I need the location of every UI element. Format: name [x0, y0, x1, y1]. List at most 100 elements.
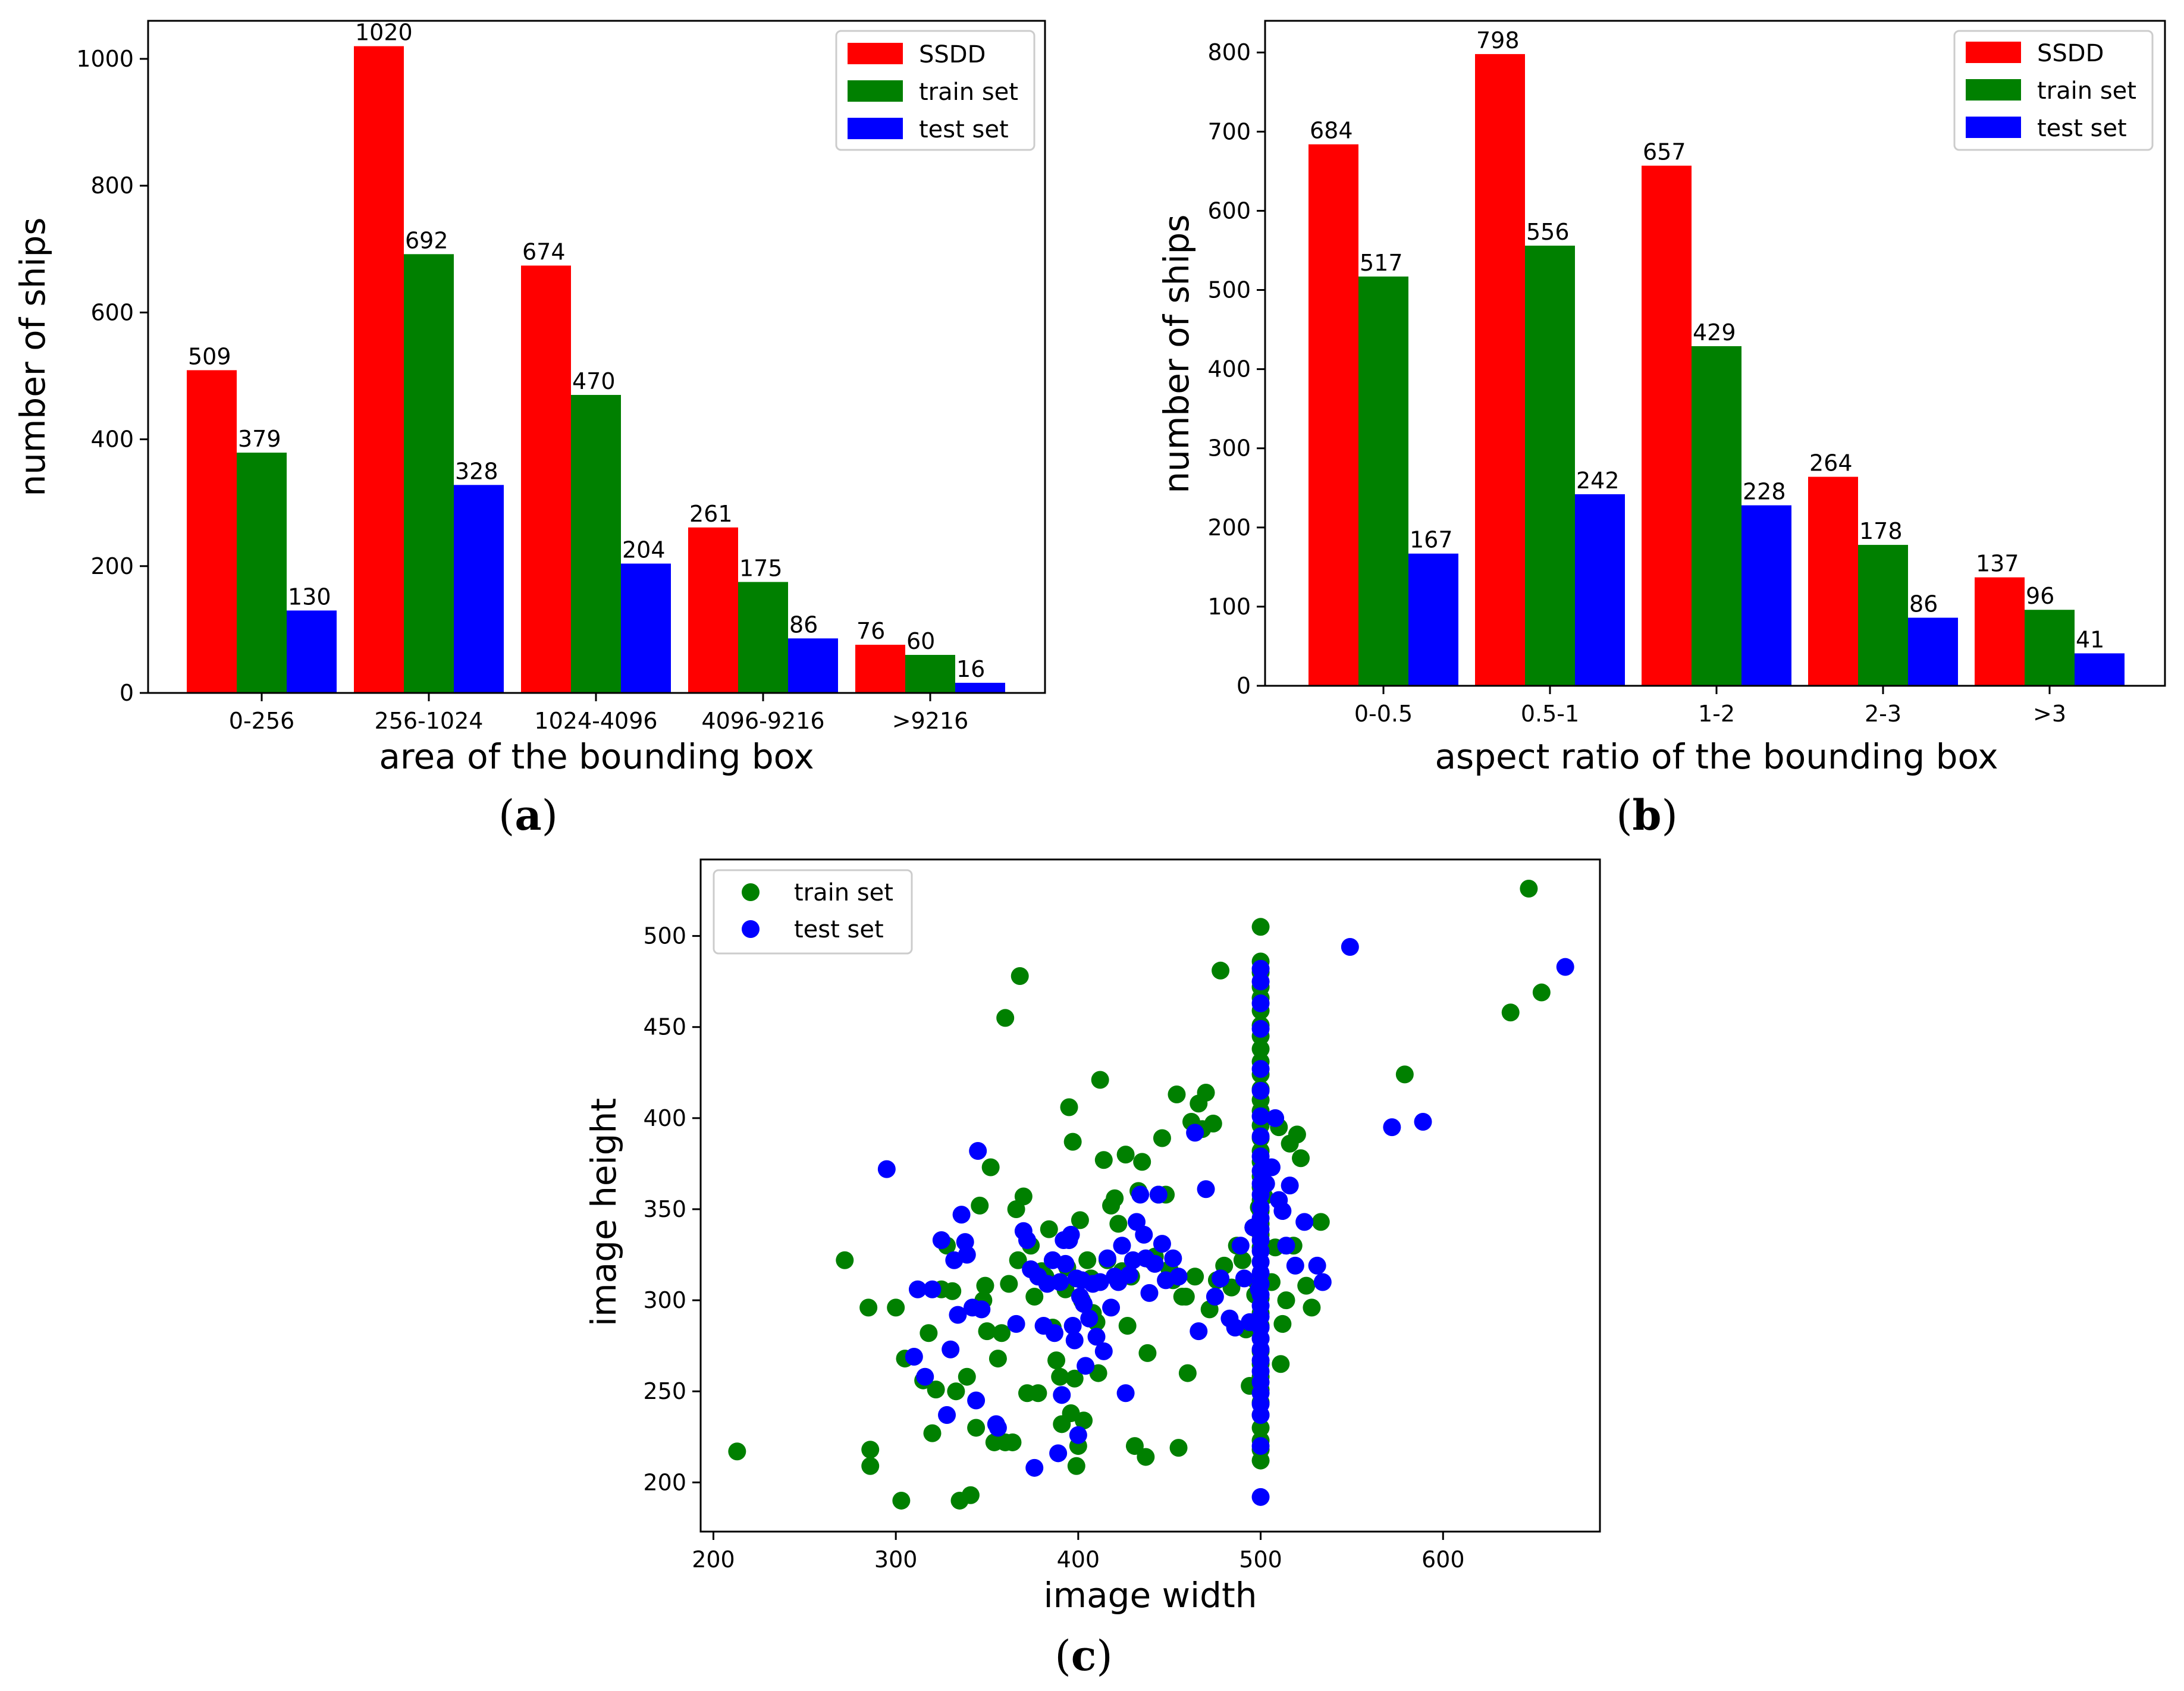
scatter-point-train-set — [1520, 879, 1538, 898]
scatter-point-train-set — [1011, 967, 1029, 985]
scatter-point-test-set — [1273, 1202, 1292, 1221]
bar-value-label: 657 — [1643, 139, 1686, 165]
scatter-point-train-set — [1168, 1085, 1186, 1104]
bar-value-label: 328 — [455, 458, 498, 484]
scatter-point-test-set — [905, 1348, 923, 1366]
plot-frame — [699, 858, 1601, 1533]
scatter-point-train-set — [927, 1381, 945, 1399]
scatter-point-test-set — [952, 1206, 971, 1224]
scatter-point-train-set — [1288, 1125, 1306, 1144]
scatter-point-test-set — [1286, 1256, 1304, 1275]
legend: train set test set — [713, 869, 913, 955]
scatter-point-test-set — [908, 1280, 927, 1298]
scatter-point-test-set — [1251, 1127, 1270, 1146]
y-tick-label: 400 — [643, 1105, 686, 1131]
scatter-point-test-set — [1065, 1331, 1084, 1350]
scatter-point-test-set — [1116, 1384, 1135, 1403]
scatter-point-test-set — [1251, 1162, 1270, 1180]
scatter-point-test-set — [1075, 1295, 1093, 1313]
scatter-point-train-set — [1501, 1003, 1520, 1022]
plot-frame — [1264, 20, 2166, 687]
legend-label-train-set: train set — [919, 79, 1018, 106]
scatter-point-test-set — [932, 1231, 950, 1250]
bar-series-group — [187, 46, 1005, 694]
scatter-point-train-set — [1091, 1071, 1109, 1089]
scatter-point-train-set — [1532, 983, 1551, 1002]
legend-swatch-test-set — [1966, 117, 2021, 138]
scatter-point-train-set — [920, 1324, 938, 1342]
bar-data-labels: 509 1020 674 261 76 379 692 470 175 60 130 328 204 86… — [188, 20, 985, 682]
scatter-point-test-set — [1197, 1180, 1215, 1199]
bar-value-label: 242 — [1576, 468, 1620, 494]
bar-value-label: 167 — [1410, 527, 1453, 553]
scatter-point-train-set — [1251, 1419, 1270, 1437]
scatter-point-train-set — [861, 1457, 880, 1475]
scatter-point-train-set — [1003, 1433, 1022, 1451]
x-axis-ticks: 200 300 400 500 600 — [692, 1532, 1465, 1573]
bar-value-label: 798 — [1476, 27, 1520, 54]
legend-label-ssdd: SSDD — [919, 41, 986, 68]
scatter-point-test-set — [1049, 1444, 1068, 1463]
scatter-point-train-set — [1094, 1151, 1113, 1169]
scatter-point-train-set — [1251, 1451, 1270, 1470]
scatter-point-test-set — [1131, 1185, 1150, 1204]
scatter-point-test-set — [1231, 1237, 1250, 1255]
bar-value-label: 76 — [856, 618, 885, 644]
x-tick-label: >9216 — [892, 708, 969, 734]
bar-value-label: 96 — [2026, 583, 2054, 609]
y-tick-label: 100 — [1207, 594, 1251, 620]
scatter-point-test-set — [1025, 1458, 1044, 1477]
legend-label-test-set: test set — [2037, 115, 2127, 142]
scatter-point-train-set — [1109, 1215, 1128, 1233]
scatter-point-test-set — [1251, 1185, 1270, 1204]
y-tick-label: 500 — [643, 923, 686, 949]
scatter-point-train-set — [1395, 1065, 1414, 1084]
scatter-point-train-set — [1277, 1291, 1295, 1310]
bar-value-label: 470 — [572, 368, 616, 394]
legend-marker-test-set — [742, 920, 760, 938]
legend-label-test-set: test set — [794, 916, 884, 943]
x-tick-label: 500 — [1239, 1546, 1282, 1573]
y-tick-label: 200 — [643, 1469, 686, 1495]
y-tick-label: 600 — [90, 299, 134, 325]
caption-b-letter: b — [1633, 790, 1662, 840]
legend-label-train-set: train set — [794, 879, 893, 906]
scatter-point-test-set — [1062, 1225, 1080, 1244]
bar-train-set-256-1024 — [404, 254, 454, 693]
bar-value-label: 178 — [1859, 518, 1903, 544]
scatter-point-train-set — [1071, 1211, 1089, 1229]
caption-b: (b) — [1616, 790, 1678, 840]
x-tick-label: 600 — [1422, 1546, 1465, 1573]
bar-value-label: 692 — [405, 227, 448, 253]
bar-ssdd-0-5-1 — [1475, 54, 1525, 686]
scatter-point-test-set — [942, 1340, 960, 1359]
scatter-point-test-set — [1140, 1284, 1159, 1302]
scatter-point-train-set — [728, 1442, 746, 1461]
bar-value-label: 379 — [238, 426, 281, 452]
scatter-point-train-set — [1233, 1251, 1251, 1269]
scatter-point-test-set — [1281, 1177, 1299, 1195]
scatter-point-test-set — [1069, 1426, 1087, 1444]
x-tick-label: 200 — [692, 1546, 735, 1573]
bar-value-label: 264 — [1809, 450, 1853, 476]
bar-train-set-3 — [2025, 610, 2075, 686]
scatter-point-test-set — [1164, 1249, 1182, 1268]
scatter-point-train-set — [1292, 1149, 1310, 1168]
bar-train-set-9216 — [905, 655, 955, 693]
y-tick-label: 300 — [1207, 435, 1251, 462]
scatter-point-test-set — [1045, 1324, 1063, 1342]
bar-train-set-0-5-1 — [1525, 245, 1575, 686]
bar-test-set-3 — [2075, 653, 2125, 686]
scatter-point-train-set — [887, 1298, 905, 1317]
legend: SSDD train set test set — [1953, 30, 2154, 151]
scatter-point-test-set — [1091, 1273, 1109, 1291]
scatter-point-test-set — [1251, 1060, 1270, 1078]
bar-value-label: 556 — [1526, 219, 1570, 245]
scatter-point-test-set — [1080, 1309, 1099, 1328]
scatter-point-train-set — [859, 1298, 878, 1317]
bar-value-label: 130 — [288, 583, 331, 610]
scatter-point-test-set — [916, 1367, 934, 1386]
scatter-point-test-set — [1077, 1357, 1095, 1375]
bar-value-label: 1020 — [355, 20, 413, 46]
